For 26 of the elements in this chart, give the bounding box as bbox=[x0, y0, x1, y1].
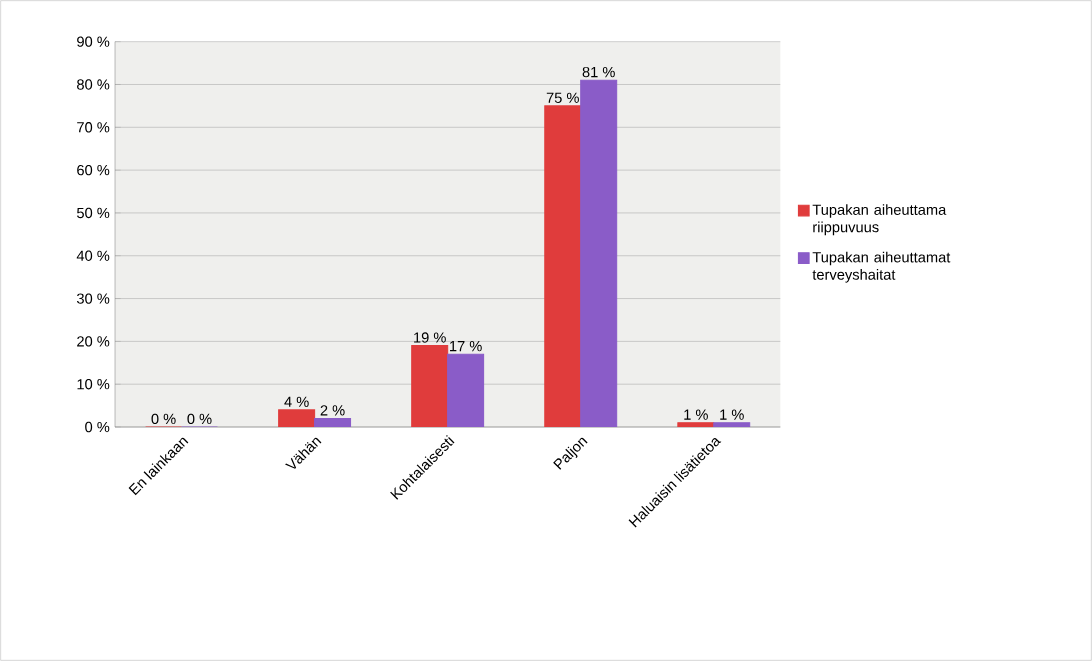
data-label: 0 % bbox=[187, 413, 212, 425]
data-label: 19 % bbox=[414, 332, 446, 343]
bar bbox=[580, 79, 618, 427]
bar bbox=[314, 417, 352, 427]
data-label: 17 % bbox=[450, 341, 482, 352]
data-label: 2 % bbox=[320, 405, 345, 416]
y-tick-label: 0 % bbox=[85, 421, 110, 433]
y-tick-label: 60 % bbox=[77, 164, 110, 176]
y-tick-label: 70 % bbox=[77, 122, 110, 133]
data-label: 1 % bbox=[720, 409, 744, 420]
data-label: 4 % bbox=[284, 396, 309, 407]
data-label: 75 % bbox=[546, 92, 579, 103]
y-tick-label: 40 % bbox=[76, 250, 110, 261]
y-tick-label: 50 % bbox=[77, 207, 110, 219]
bar bbox=[713, 422, 751, 427]
legend-label: Tupakan aiheuttama riippuvuus bbox=[812, 204, 947, 236]
y-tick-label: 30 % bbox=[76, 293, 110, 304]
legend-label: Tupakan aiheuttamat terveyshaitat bbox=[812, 251, 951, 283]
y-tick-label: 80 % bbox=[77, 79, 110, 90]
data-label: 81 % bbox=[582, 66, 615, 78]
y-tick-label: 90 % bbox=[77, 36, 110, 47]
bar bbox=[447, 353, 485, 427]
y-tick-label: 10 % bbox=[77, 379, 110, 390]
data-label: 0 % bbox=[151, 413, 176, 425]
y-tick-label: 20 % bbox=[77, 336, 110, 347]
data-label: 1 % bbox=[684, 409, 708, 420]
